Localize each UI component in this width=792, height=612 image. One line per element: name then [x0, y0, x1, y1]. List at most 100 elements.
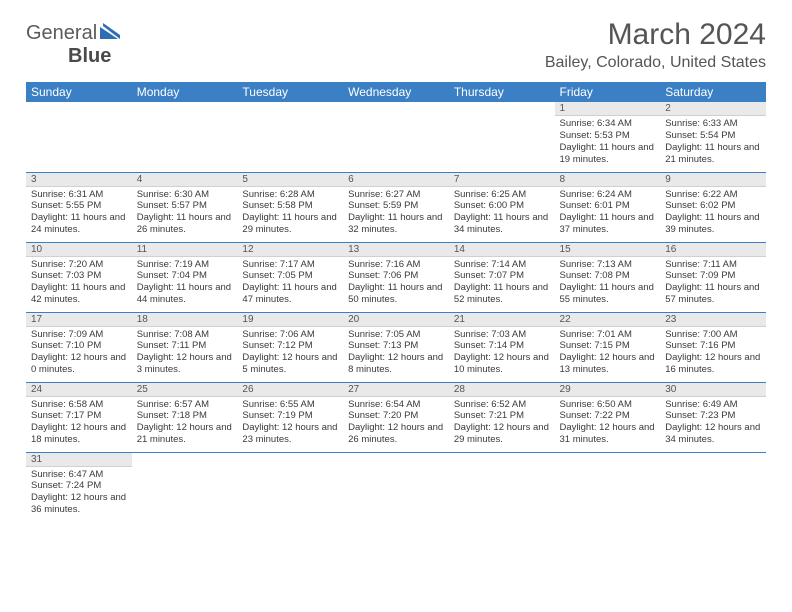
calendar-cell: 28Sunrise: 6:52 AMSunset: 7:21 PMDayligh…: [449, 382, 555, 452]
sunrise-line: Sunrise: 7:17 AM: [242, 259, 339, 271]
day-number: 10: [26, 243, 132, 257]
daylight-line: Daylight: 11 hours and 39 minutes.: [665, 212, 762, 236]
calendar-cell: 8Sunrise: 6:24 AMSunset: 6:01 PMDaylight…: [555, 172, 661, 242]
sunrise-line: Sunrise: 6:24 AM: [560, 189, 657, 201]
daylight-line: Daylight: 12 hours and 13 minutes.: [560, 352, 657, 376]
cell-body: Sunrise: 6:47 AMSunset: 7:24 PMDaylight:…: [26, 467, 132, 519]
cell-body: Sunrise: 6:34 AMSunset: 5:53 PMDaylight:…: [555, 116, 661, 168]
day-number: 28: [449, 383, 555, 397]
daylight-line: Daylight: 11 hours and 34 minutes.: [454, 212, 551, 236]
sunset-line: Sunset: 6:00 PM: [454, 200, 551, 212]
day-header: Saturday: [660, 82, 766, 102]
calendar-cell: [343, 102, 449, 172]
day-number: 2: [660, 102, 766, 116]
location: Bailey, Colorado, United States: [545, 54, 766, 72]
logo-flag-icon: [100, 22, 124, 44]
daylight-line: Daylight: 12 hours and 21 minutes.: [137, 422, 234, 446]
day-number: 17: [26, 313, 132, 327]
sunset-line: Sunset: 7:20 PM: [348, 410, 445, 422]
cell-body: Sunrise: 7:03 AMSunset: 7:14 PMDaylight:…: [449, 327, 555, 379]
sunset-line: Sunset: 7:24 PM: [31, 480, 128, 492]
calendar-cell: [555, 452, 661, 522]
daylight-line: Daylight: 12 hours and 10 minutes.: [454, 352, 551, 376]
sunset-line: Sunset: 7:17 PM: [31, 410, 128, 422]
sunset-line: Sunset: 7:12 PM: [242, 340, 339, 352]
calendar-cell: 4Sunrise: 6:30 AMSunset: 5:57 PMDaylight…: [132, 172, 238, 242]
sunrise-line: Sunrise: 6:28 AM: [242, 189, 339, 201]
day-number: 18: [132, 313, 238, 327]
cell-body: Sunrise: 7:14 AMSunset: 7:07 PMDaylight:…: [449, 257, 555, 309]
daylight-line: Daylight: 12 hours and 16 minutes.: [665, 352, 762, 376]
calendar-cell: 2Sunrise: 6:33 AMSunset: 5:54 PMDaylight…: [660, 102, 766, 172]
sunset-line: Sunset: 7:08 PM: [560, 270, 657, 282]
calendar-cell: [343, 452, 449, 522]
calendar-cell: [237, 102, 343, 172]
daylight-line: Daylight: 12 hours and 8 minutes.: [348, 352, 445, 376]
sunrise-line: Sunrise: 7:11 AM: [665, 259, 762, 271]
day-number: 7: [449, 173, 555, 187]
logo-text-2: Blue: [68, 45, 111, 67]
daylight-line: Daylight: 12 hours and 31 minutes.: [560, 422, 657, 446]
sunrise-line: Sunrise: 7:20 AM: [31, 259, 128, 271]
sunset-line: Sunset: 7:21 PM: [454, 410, 551, 422]
sunrise-line: Sunrise: 6:27 AM: [348, 189, 445, 201]
day-number: 3: [26, 173, 132, 187]
calendar-cell: 26Sunrise: 6:55 AMSunset: 7:19 PMDayligh…: [237, 382, 343, 452]
sunrise-line: Sunrise: 7:06 AM: [242, 329, 339, 341]
sunset-line: Sunset: 6:02 PM: [665, 200, 762, 212]
sunset-line: Sunset: 5:57 PM: [137, 200, 234, 212]
daylight-line: Daylight: 11 hours and 44 minutes.: [137, 282, 234, 306]
sunrise-line: Sunrise: 6:34 AM: [560, 118, 657, 130]
sunrise-line: Sunrise: 6:30 AM: [137, 189, 234, 201]
day-number: 16: [660, 243, 766, 257]
calendar-cell: 24Sunrise: 6:58 AMSunset: 7:17 PMDayligh…: [26, 382, 132, 452]
calendar-cell: [26, 102, 132, 172]
sunrise-line: Sunrise: 7:00 AM: [665, 329, 762, 341]
daylight-line: Daylight: 11 hours and 47 minutes.: [242, 282, 339, 306]
day-number: 9: [660, 173, 766, 187]
day-number: 14: [449, 243, 555, 257]
daylight-line: Daylight: 12 hours and 29 minutes.: [454, 422, 551, 446]
day-number: 13: [343, 243, 449, 257]
sunrise-line: Sunrise: 7:19 AM: [137, 259, 234, 271]
sunrise-line: Sunrise: 7:08 AM: [137, 329, 234, 341]
logo-text: GeneralBlue: [26, 22, 124, 68]
cell-body: Sunrise: 6:24 AMSunset: 6:01 PMDaylight:…: [555, 187, 661, 239]
daylight-line: Daylight: 11 hours and 55 minutes.: [560, 282, 657, 306]
sunset-line: Sunset: 7:06 PM: [348, 270, 445, 282]
daylight-line: Daylight: 12 hours and 3 minutes.: [137, 352, 234, 376]
day-number: 11: [132, 243, 238, 257]
calendar-cell: 12Sunrise: 7:17 AMSunset: 7:05 PMDayligh…: [237, 242, 343, 312]
calendar-cell: 9Sunrise: 6:22 AMSunset: 6:02 PMDaylight…: [660, 172, 766, 242]
day-number: 23: [660, 313, 766, 327]
cell-body: Sunrise: 6:28 AMSunset: 5:58 PMDaylight:…: [237, 187, 343, 239]
calendar-cell: 14Sunrise: 7:14 AMSunset: 7:07 PMDayligh…: [449, 242, 555, 312]
sunrise-line: Sunrise: 6:58 AM: [31, 399, 128, 411]
cell-body: Sunrise: 7:20 AMSunset: 7:03 PMDaylight:…: [26, 257, 132, 309]
daylight-line: Daylight: 11 hours and 26 minutes.: [137, 212, 234, 236]
sunset-line: Sunset: 7:04 PM: [137, 270, 234, 282]
page-title: March 2024: [545, 18, 766, 52]
day-number: 1: [555, 102, 661, 116]
sunset-line: Sunset: 7:22 PM: [560, 410, 657, 422]
daylight-line: Daylight: 11 hours and 21 minutes.: [665, 142, 762, 166]
calendar-cell: 5Sunrise: 6:28 AMSunset: 5:58 PMDaylight…: [237, 172, 343, 242]
sunrise-line: Sunrise: 7:05 AM: [348, 329, 445, 341]
sunrise-line: Sunrise: 7:01 AM: [560, 329, 657, 341]
sunset-line: Sunset: 7:09 PM: [665, 270, 762, 282]
cell-body: Sunrise: 7:13 AMSunset: 7:08 PMDaylight:…: [555, 257, 661, 309]
cell-body: Sunrise: 7:16 AMSunset: 7:06 PMDaylight:…: [343, 257, 449, 309]
sunrise-line: Sunrise: 6:55 AM: [242, 399, 339, 411]
day-header: Friday: [555, 82, 661, 102]
calendar-cell: 31Sunrise: 6:47 AMSunset: 7:24 PMDayligh…: [26, 452, 132, 522]
calendar-cell: 22Sunrise: 7:01 AMSunset: 7:15 PMDayligh…: [555, 312, 661, 382]
calendar-cell: 7Sunrise: 6:25 AMSunset: 6:00 PMDaylight…: [449, 172, 555, 242]
cell-body: Sunrise: 6:55 AMSunset: 7:19 PMDaylight:…: [237, 397, 343, 449]
daylight-line: Daylight: 11 hours and 52 minutes.: [454, 282, 551, 306]
sunrise-line: Sunrise: 7:14 AM: [454, 259, 551, 271]
daylight-line: Daylight: 12 hours and 18 minutes.: [31, 422, 128, 446]
cell-body: Sunrise: 6:49 AMSunset: 7:23 PMDaylight:…: [660, 397, 766, 449]
daylight-line: Daylight: 11 hours and 37 minutes.: [560, 212, 657, 236]
day-number: 29: [555, 383, 661, 397]
calendar-cell: 1Sunrise: 6:34 AMSunset: 5:53 PMDaylight…: [555, 102, 661, 172]
